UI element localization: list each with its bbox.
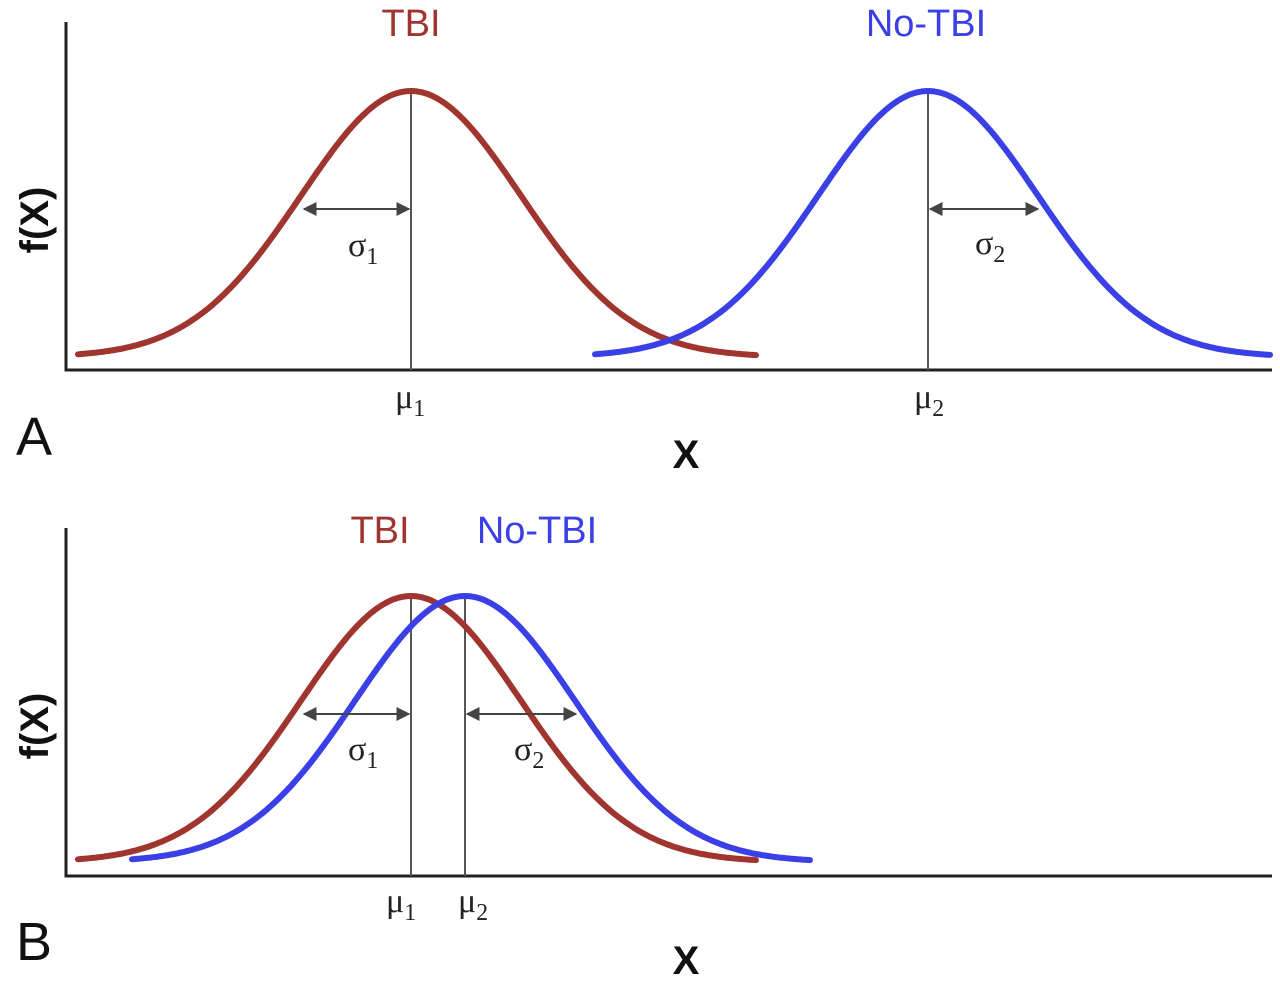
panel-b-letter: B [16,912,52,972]
panel-b-sigma2-label: σ2 [514,731,544,774]
panel-b: σ1 σ2 μ1 μ2 TBI No-TBI f(X) X B [13,510,1272,981]
panel-a-sigma2-label: σ2 [975,225,1005,268]
panel-a-mu1-label: μ1 [395,379,425,422]
panel-a: σ1 σ2 μ1 μ2 TBI No-TBI f(X) X A [13,3,1273,477]
panel-a-sigma1-label: σ1 [348,227,378,270]
panel-b-mu1-label: μ1 [386,883,416,926]
panel-a-x-axis-label: X [673,433,700,477]
panel-b-no-tbi-curve [129,593,813,864]
panel-b-no-tbi-title: No-TBI [477,510,597,552]
panel-a-tbi-title: TBI [381,3,440,45]
panel-a-axes [64,22,1272,372]
panel-a-no-tbi-title: No-TBI [866,3,986,45]
panel-a-mu2-label: μ2 [914,379,944,422]
panel-a-letter: A [16,407,52,467]
panel-a-y-axis-label: f(X) [13,187,57,254]
panel-b-sigma1-label: σ1 [348,731,378,774]
panel-b-x-axis-label: X [673,939,700,981]
panel-b-tbi-title: TBI [350,510,409,552]
panel-b-mu2-label: μ2 [458,883,488,926]
panel-b-tbi-curve [75,593,759,864]
panel-b-axes [64,528,1272,878]
panel-a-tbi-curve [75,88,759,359]
panel-b-y-axis-label: f(X) [13,693,57,760]
panel-a-no-tbi-curve [592,88,1273,358]
